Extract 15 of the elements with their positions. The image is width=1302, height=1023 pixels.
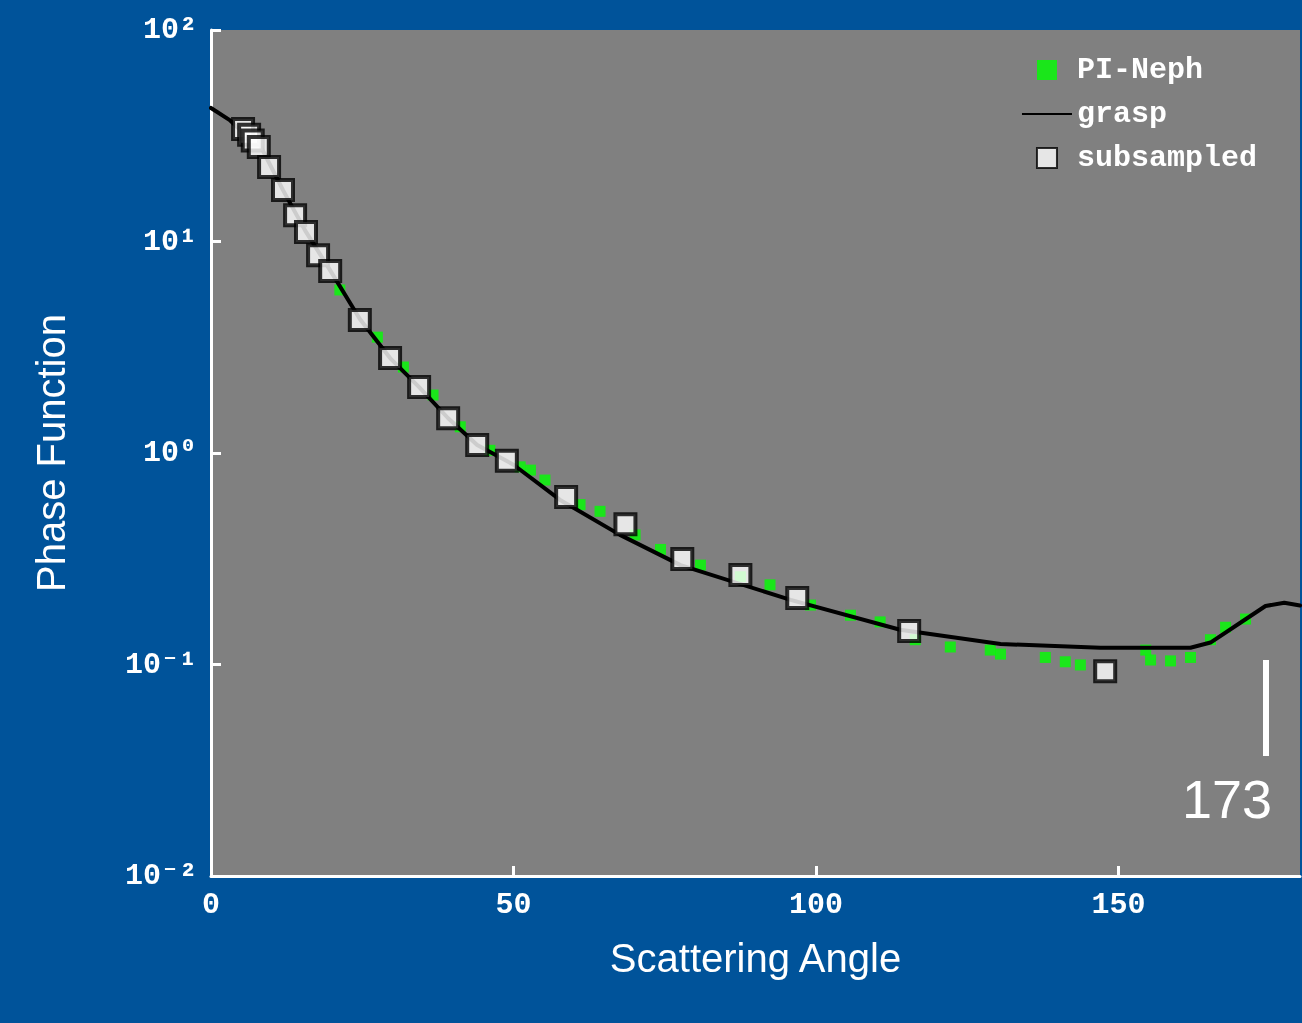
x-axis-title: Scattering Angle: [609, 936, 902, 980]
y-tick-label: 10⁰: [142, 436, 197, 470]
y-tick-label: 10²: [142, 13, 197, 47]
y-tick-label: 10¹: [142, 224, 197, 259]
x-tick-label: 150: [1091, 888, 1146, 922]
x-tick-label: 0: [201, 888, 221, 922]
x-tick-label: 100: [788, 888, 844, 922]
legend-label: grasp: [1076, 97, 1167, 131]
x-tick-label: 50: [495, 888, 532, 922]
legend-label: PI-Neph: [1076, 53, 1203, 87]
y-axis-title: Phase Function: [29, 314, 73, 592]
annotation: 173: [1181, 769, 1272, 829]
y-tick-label: 10⁻²: [124, 859, 197, 893]
legend-label: subsampled: [1076, 141, 1257, 175]
y-tick-label: 10⁻¹: [124, 647, 197, 682]
